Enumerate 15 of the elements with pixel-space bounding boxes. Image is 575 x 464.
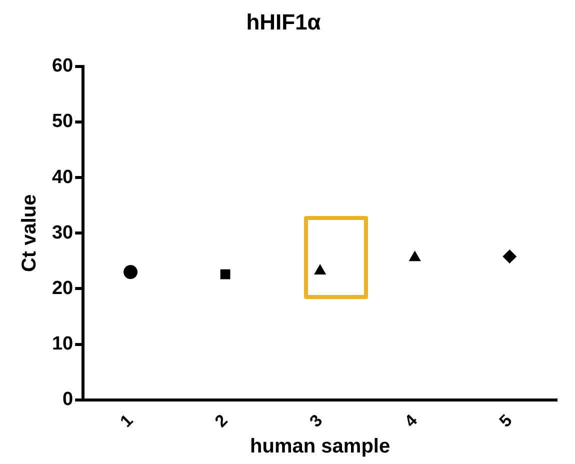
chart-title: hHIF1α [246,9,322,34]
x-tick-label: 2 [211,410,232,431]
y-tick-label: 50 [52,111,74,132]
y-tick-label: 60 [52,56,74,77]
x-tick-label: 3 [306,410,326,431]
x-tick-label: 5 [496,410,516,431]
y-tick-label: 10 [52,334,74,355]
y-tick-label: 40 [52,166,74,188]
y-tick-label: 20 [52,278,74,299]
y-tick-label: 30 [52,222,74,244]
y-tick-label: 0 [62,389,74,410]
x-tick-label: 1 [116,410,137,431]
y-axis-title: Ct value [18,194,41,272]
x-axis-title: human sample [250,436,390,458]
x-tick-label: 4 [400,410,422,431]
